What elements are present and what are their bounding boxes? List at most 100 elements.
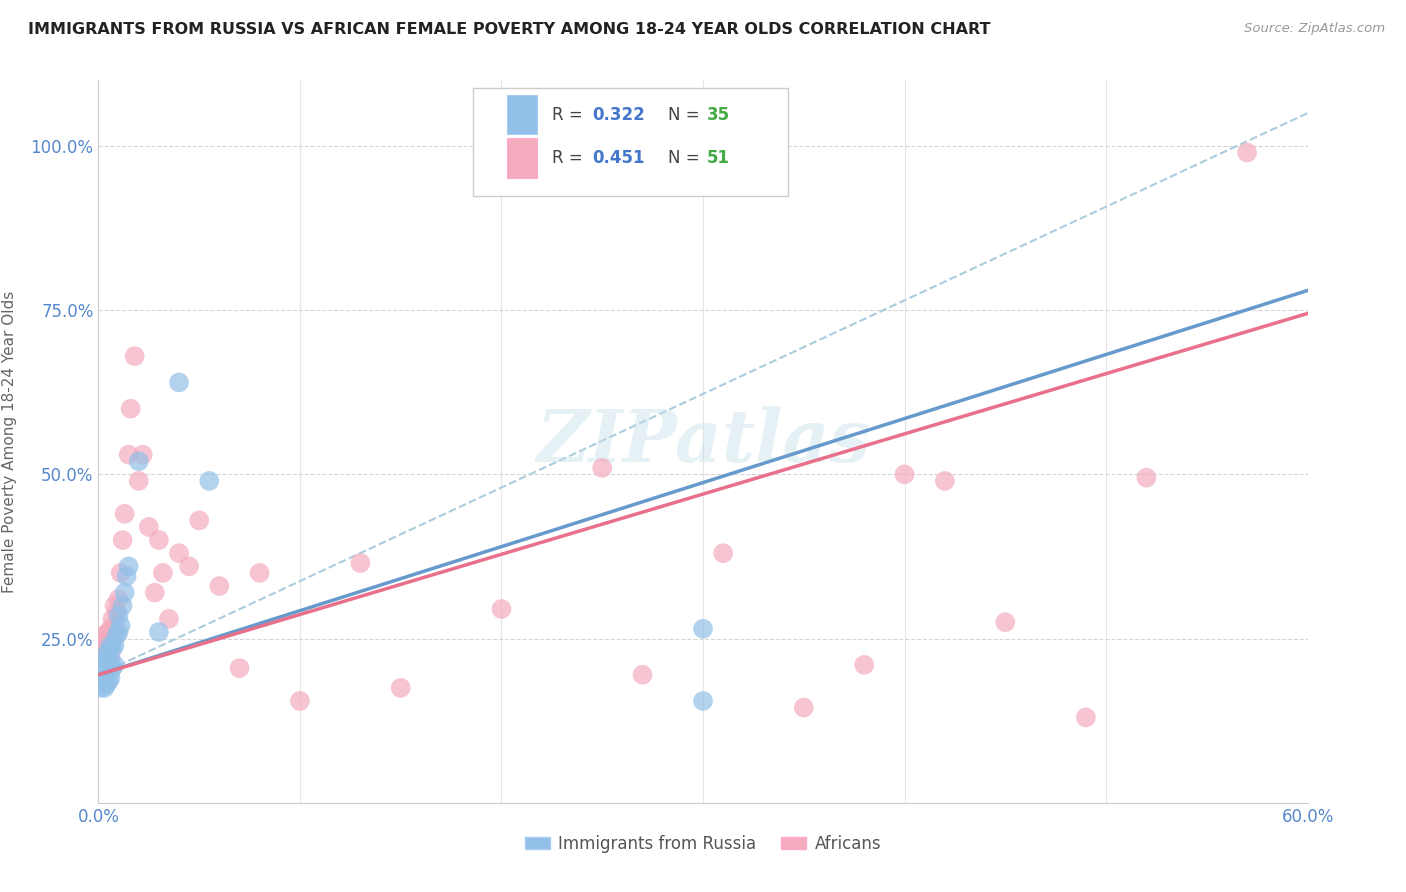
Point [96,648,118,662]
Point [100,671,122,685]
Point [107,608,129,623]
Point [97,625,120,640]
Point [97,655,120,669]
Point [118,448,141,462]
Point [97,641,120,656]
Point [188,513,211,527]
Point [198,474,221,488]
Point [853,657,876,672]
Point [124,349,146,363]
Point [167,546,190,560]
Point [692,694,714,708]
Point [228,661,250,675]
Point [111,599,134,613]
Point [893,467,915,482]
Point [118,559,141,574]
Point [107,625,129,640]
FancyBboxPatch shape [474,87,787,196]
Point [103,622,125,636]
Text: ZIPatlas: ZIPatlas [536,406,870,477]
Point [96,657,118,672]
Legend: Immigrants from Russia, Africans: Immigrants from Russia, Africans [519,828,887,860]
Point [148,533,170,547]
Point [143,585,166,599]
Point [96,632,118,646]
Point [103,638,125,652]
Point [105,605,128,619]
FancyBboxPatch shape [508,95,537,135]
Text: N =: N = [668,149,704,167]
Point [152,566,174,580]
Point [208,579,231,593]
Point [491,602,513,616]
Point [89,674,111,689]
Point [91,638,114,652]
Point [167,376,190,390]
Point [89,681,111,695]
Text: N =: N = [668,105,704,124]
Point [128,474,150,488]
Point [96,677,118,691]
Point [100,648,122,662]
Point [179,559,201,574]
Point [591,460,613,475]
Point [91,657,114,672]
Point [93,665,115,679]
Text: 51: 51 [707,149,730,167]
Point [101,661,124,675]
Point [994,615,1017,630]
Point [93,628,115,642]
Point [97,674,120,689]
Point [93,651,115,665]
Point [89,655,111,669]
Text: Source: ZipAtlas.com: Source: ZipAtlas.com [1244,22,1385,36]
Point [692,622,714,636]
Point [288,694,311,708]
Point [138,520,160,534]
Text: R =: R = [553,149,588,167]
Text: 0.322: 0.322 [592,105,644,124]
Point [110,618,132,632]
Point [711,546,734,560]
Point [111,533,134,547]
Point [349,556,371,570]
Point [115,569,138,583]
Point [100,655,122,669]
Point [389,681,412,695]
Point [1074,710,1097,724]
Point [97,645,120,659]
Point [132,448,155,462]
Text: IMMIGRANTS FROM RUSSIA VS AFRICAN FEMALE POVERTY AMONG 18-24 YEAR OLDS CORRELATI: IMMIGRANTS FROM RUSSIA VS AFRICAN FEMALE… [28,22,991,37]
Point [101,641,124,656]
Point [91,665,114,679]
Point [148,625,170,640]
Text: R =: R = [553,105,588,124]
Point [1135,471,1157,485]
FancyBboxPatch shape [508,138,537,178]
Text: 0.451: 0.451 [592,149,644,167]
Point [101,612,124,626]
Point [120,401,142,416]
Point [100,638,122,652]
Point [93,681,115,695]
Point [934,474,956,488]
Text: 35: 35 [707,105,730,124]
Point [93,655,115,669]
Point [793,700,815,714]
Point [103,657,125,672]
Point [128,454,150,468]
Point [105,628,128,642]
Point [91,671,114,685]
Point [110,566,132,580]
Point [103,599,125,613]
Y-axis label: Female Poverty Among 18-24 Year Olds: Female Poverty Among 18-24 Year Olds [1,291,17,592]
Point [101,632,124,646]
Point [96,648,118,662]
Point [1236,145,1258,160]
Point [631,667,654,681]
Point [114,585,136,599]
Point [157,612,180,626]
Point [91,648,114,662]
Point [100,622,122,636]
Point [107,592,129,607]
